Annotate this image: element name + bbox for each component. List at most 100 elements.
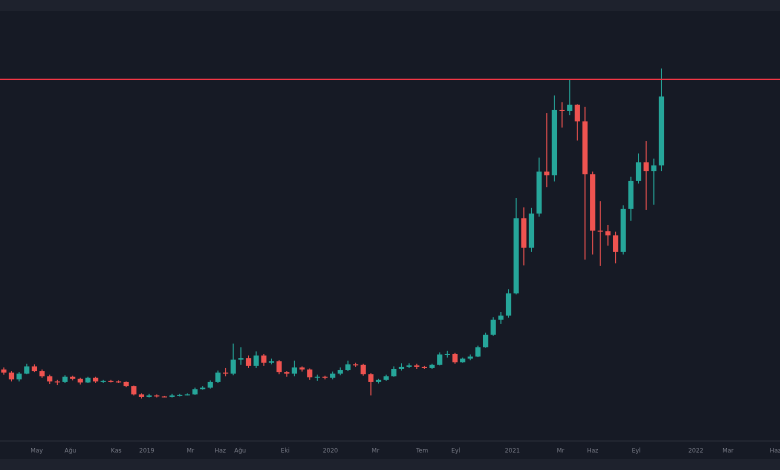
candle-body [368, 374, 374, 382]
candle-body [513, 218, 519, 294]
candle-body [253, 355, 259, 366]
candle-body [521, 218, 527, 248]
candle-body [559, 109, 565, 111]
candle-body [314, 376, 320, 378]
candle-body [391, 368, 397, 377]
candle-body [658, 96, 665, 166]
candle-body [330, 373, 336, 378]
x-tick-label: Haz [770, 448, 780, 455]
candle-body [421, 366, 428, 368]
x-tick-label: Mr [372, 448, 380, 455]
candle-body [452, 353, 458, 363]
x-tick-label: May [31, 448, 44, 455]
candle-body [85, 377, 91, 383]
candle-body [77, 378, 83, 383]
candle-body [154, 395, 160, 397]
x-tick-label: Mar [722, 448, 734, 455]
candle-body [345, 364, 351, 371]
x-tick-label: Kas [111, 448, 122, 455]
x-tick-label: Mr [557, 448, 565, 455]
candle-body [39, 371, 45, 377]
x-tick-label: Haz [215, 448, 226, 455]
x-tick-label: Haz [587, 448, 598, 455]
candle-body [92, 377, 99, 382]
candle-body [62, 376, 68, 382]
candle-body [505, 293, 512, 316]
candle-body [177, 394, 183, 396]
candle-body [31, 366, 38, 372]
candle-body [192, 389, 198, 395]
candle-body [276, 361, 282, 373]
candle-body [337, 370, 343, 374]
candle-body [620, 208, 626, 252]
candle-body [8, 372, 15, 380]
top-bar [0, 0, 780, 11]
candle-body [307, 369, 313, 378]
bottom-bar [0, 459, 780, 470]
candle-body [261, 355, 267, 363]
candle-body [536, 171, 542, 214]
x-tick-label: 2019 [139, 448, 154, 455]
candle-body [299, 367, 305, 370]
candle-body [291, 367, 298, 374]
candle-body [24, 366, 30, 374]
x-tick-label: Ağu [234, 448, 246, 455]
candle-body [123, 381, 129, 387]
candle-body [131, 386, 137, 395]
candle-body [238, 358, 244, 360]
candle-body [16, 373, 22, 380]
candle-body [200, 387, 206, 390]
candle-body [161, 396, 168, 398]
candle-body [222, 372, 229, 374]
candle-body [475, 347, 481, 357]
candle-body [582, 121, 588, 175]
x-tick-label: Eki [281, 448, 290, 455]
candle-body [70, 376, 76, 379]
candle-body [544, 171, 550, 176]
candle-body [322, 376, 328, 378]
candle-body [482, 334, 489, 348]
candle-body [612, 235, 619, 252]
candle-body [360, 364, 366, 375]
candle-body [551, 109, 558, 176]
candle-body [100, 380, 106, 382]
candle-body [138, 394, 145, 397]
candle-body [284, 372, 290, 374]
candle-body [444, 353, 450, 355]
candle-body [651, 165, 657, 172]
candle-body [230, 359, 236, 374]
candle-body [398, 366, 405, 369]
candle-body [47, 376, 53, 382]
candle-body [429, 364, 435, 368]
candle-body [245, 358, 252, 366]
x-tick-label: Eyl [451, 448, 460, 455]
candle-body [498, 315, 504, 320]
candle-body [635, 162, 642, 181]
candle-body [169, 395, 175, 397]
candle-body [605, 231, 611, 236]
candle-body [146, 395, 152, 397]
candle-body [574, 104, 580, 122]
candle-body [467, 356, 473, 359]
candle-body [54, 381, 60, 383]
x-tick-label: Tem [415, 448, 428, 455]
x-tick-label: 2020 [323, 448, 338, 455]
candle-body [406, 365, 412, 367]
candle-body [528, 213, 535, 248]
candle-body [1, 369, 7, 373]
candle-body [490, 319, 496, 335]
x-tick-label: Mr [187, 448, 195, 455]
candle-body [383, 376, 389, 380]
candle-body [207, 381, 213, 388]
x-tick-label: Eyl [632, 448, 641, 455]
candle-body [590, 174, 596, 231]
candle-body [375, 379, 382, 382]
candle-body [643, 162, 649, 172]
x-tick-label: Ağu [64, 448, 76, 455]
candle-body [268, 361, 275, 363]
x-tick-label: 2021 [505, 448, 520, 455]
candle-body [437, 354, 443, 365]
